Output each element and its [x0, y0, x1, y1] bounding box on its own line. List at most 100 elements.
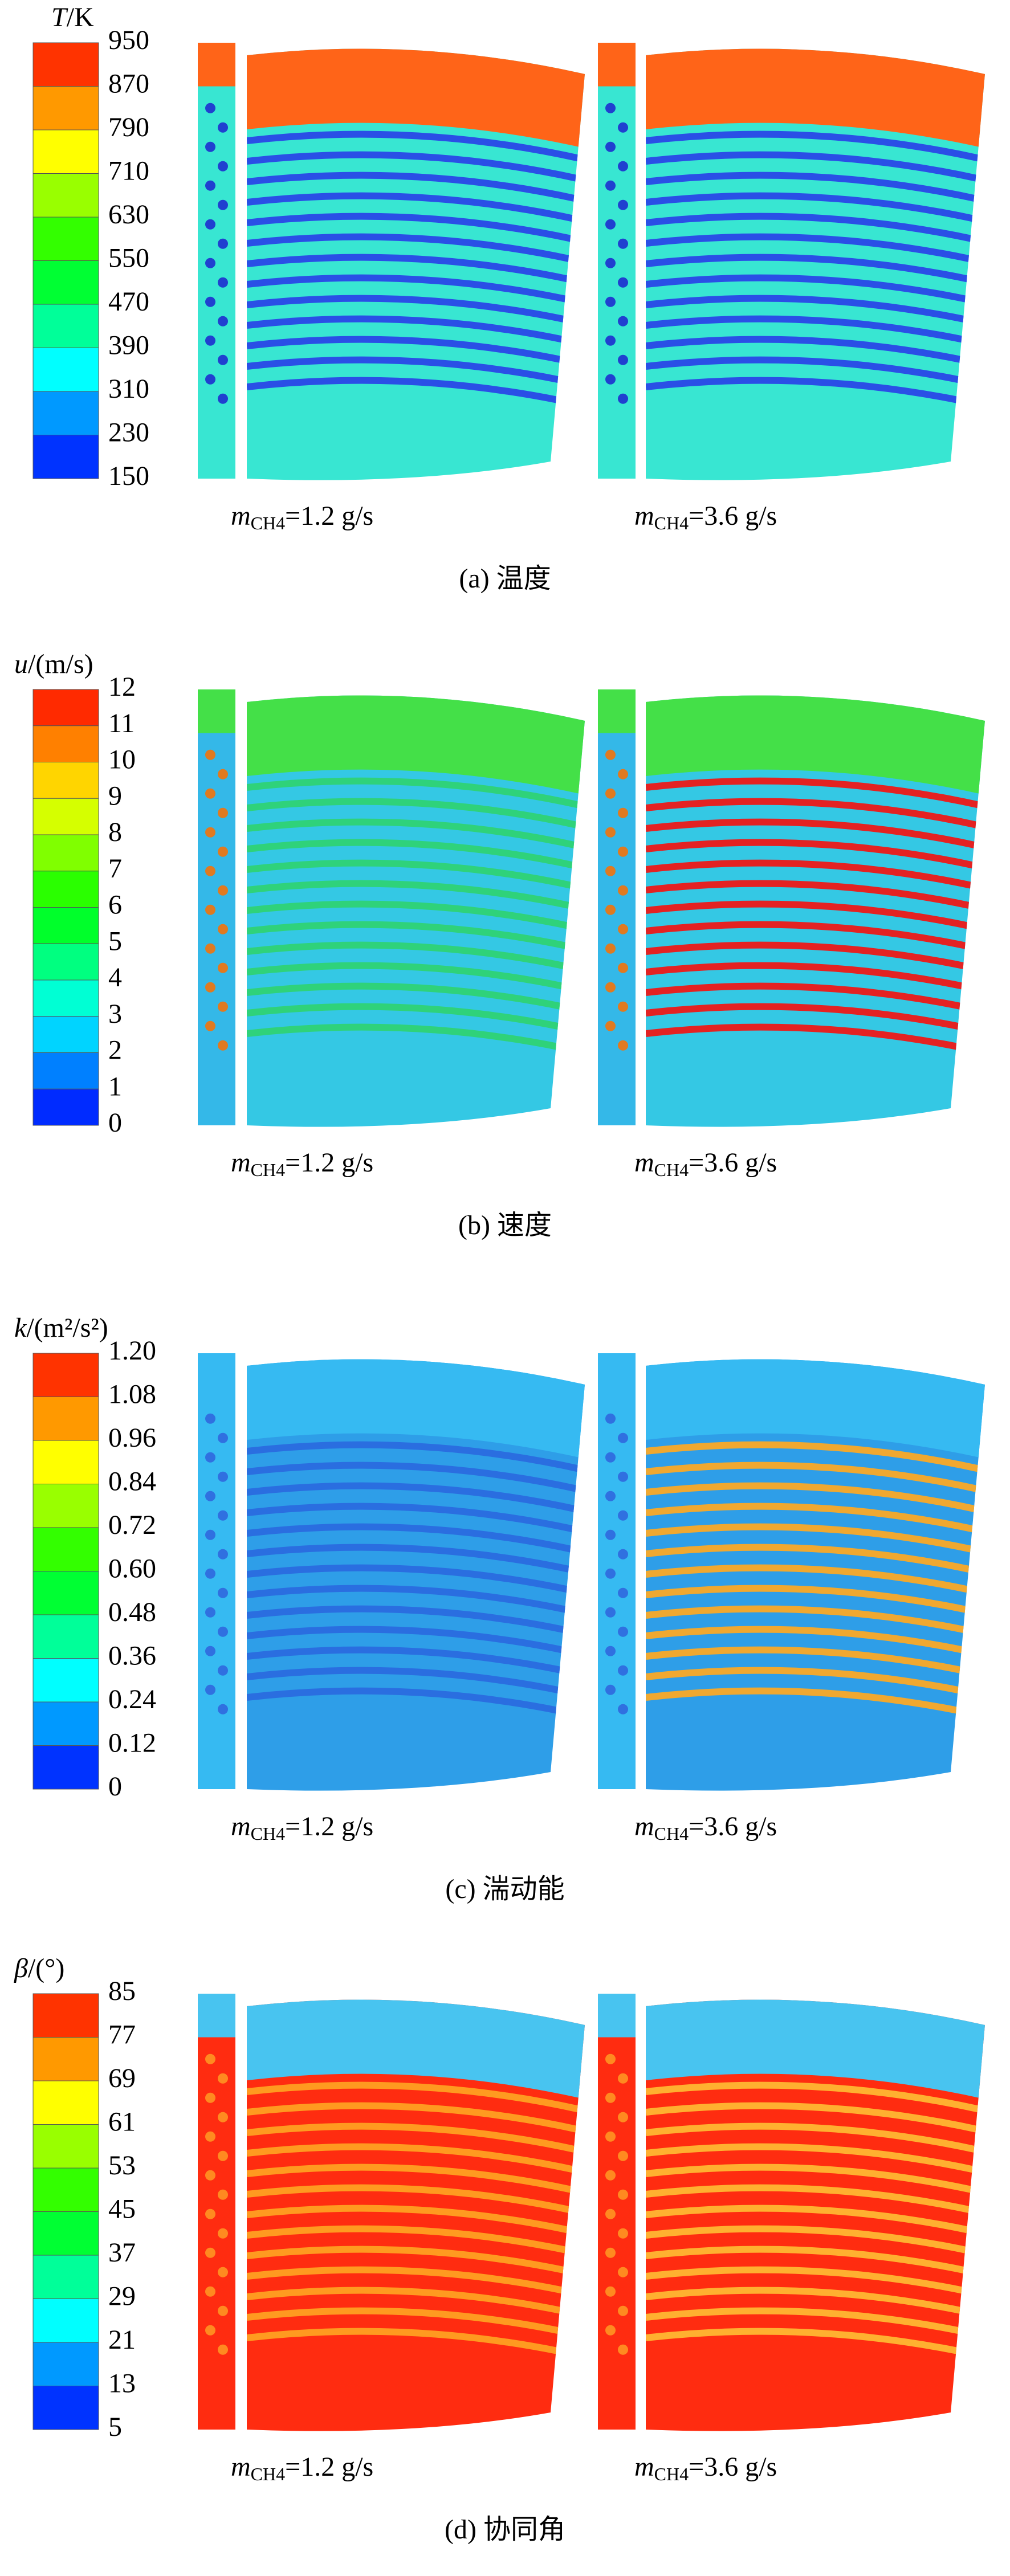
contour-strip [198, 1353, 235, 1789]
colorbar-label: 37 [108, 2238, 136, 2268]
strip-top [598, 689, 636, 733]
colorbar-label: 77 [108, 2020, 136, 2050]
strip-dot [218, 316, 228, 326]
colorbar-band [32, 86, 99, 130]
case-symbol: m [634, 1148, 654, 1178]
sector-stripe [646, 2184, 985, 2216]
contour-strip [598, 1994, 636, 2430]
strip-dot [205, 827, 215, 838]
colorbar-unit: /K [67, 2, 94, 32]
colorbar-symbol: u [14, 649, 28, 679]
sector-stripe [247, 880, 585, 912]
strip-dot [618, 238, 628, 249]
colorbar-label: 790 [108, 112, 149, 142]
colorbar-band [32, 217, 99, 261]
strip-dot [605, 103, 616, 113]
sector-top-band [247, 1999, 585, 2100]
strip-dot [205, 2170, 215, 2181]
strip-dot [605, 141, 616, 152]
colorbar-title: T/K [51, 2, 94, 32]
sector-stripe [247, 1023, 585, 1056]
strip-dot [205, 219, 215, 230]
strip-dot [218, 161, 228, 172]
colorbar-label: 10 [108, 745, 136, 775]
colorbar-label: 29 [108, 2281, 136, 2312]
sector-stripe [247, 2163, 585, 2196]
strip-dot [605, 866, 616, 876]
colorbar-band [32, 1614, 99, 1659]
contour-sector [247, 1359, 585, 1791]
case-label: mCH4=3.6 g/s [634, 1811, 777, 1844]
strip-dot [205, 1646, 215, 1656]
colorbar-band [32, 762, 99, 799]
colorbar-label: 0 [108, 1108, 122, 1138]
sector-stripe [646, 1687, 985, 1720]
strip-dot [218, 2189, 228, 2200]
sector-stripe [646, 315, 985, 348]
case-label: mCH4=3.6 g/s [634, 2452, 777, 2484]
case-symbol: m [634, 2452, 654, 2482]
sector-stripe [247, 2102, 585, 2134]
strip-dot [218, 1432, 228, 1443]
strip-dot [205, 1452, 215, 1463]
sector-stripe [646, 192, 985, 224]
case-label: mCH4=1.2 g/s [231, 501, 373, 533]
colorbar-band [32, 1658, 99, 1703]
sector-stripe [247, 2246, 585, 2278]
case-symbol: m [231, 501, 251, 531]
sector-stripe [247, 2081, 585, 2114]
strip-dot [618, 2112, 628, 2122]
sector-stripe [646, 1003, 985, 1035]
strip-dot [205, 374, 215, 385]
colorbar-band [32, 2255, 99, 2299]
sector-stripe [646, 839, 985, 871]
colorbar-label: 0.72 [108, 1510, 156, 1540]
colorbar-label: 630 [108, 199, 149, 230]
colorbar-band [32, 2386, 99, 2430]
colorbar-label: 390 [108, 330, 149, 361]
colorbar-label: 5 [108, 926, 122, 956]
colorbar-title: β/(°) [14, 1953, 64, 1983]
strip-dot [605, 1491, 616, 1501]
strip-dot [218, 807, 228, 818]
contour-strip [198, 689, 235, 1125]
colorbar-band [32, 348, 99, 392]
sector-stripe [646, 1544, 985, 1576]
case-symbol: m [634, 1811, 654, 1842]
strip-top [198, 1353, 235, 1397]
colorbar-band [32, 871, 99, 908]
colorbar-band [32, 2211, 99, 2256]
case-subscript: CH4 [251, 2464, 285, 2484]
sector-stripe [646, 1023, 985, 1056]
strip-dot [205, 1684, 215, 1695]
sector-stripe [646, 1667, 985, 1699]
strip-dot [218, 393, 228, 404]
strip-dot [605, 2247, 616, 2258]
strip-dot [218, 354, 228, 365]
strip-dot [605, 1529, 616, 1540]
case-subscript: CH4 [654, 513, 689, 533]
sector-stripe [646, 880, 985, 912]
colorbar-band [32, 1397, 99, 1441]
sector-stripe [247, 1523, 585, 1556]
strip-dot [218, 1510, 228, 1521]
strip-dot [605, 749, 616, 760]
caption: (b) 速度 [458, 1210, 552, 1240]
colorbar-symbol: k [14, 1313, 27, 1343]
sector-stripe [646, 336, 985, 368]
case-symbol: m [231, 1811, 251, 1842]
sector-stripe [247, 1003, 585, 1035]
colorbar-label: 0.60 [108, 1554, 156, 1584]
sector-stripe [247, 1503, 585, 1535]
strip-dot [605, 1568, 616, 1579]
colorbar-band [32, 173, 99, 218]
colorbar-label: 230 [108, 418, 149, 448]
strip-dot [218, 885, 228, 896]
colorbar-label: 1 [108, 1071, 122, 1101]
sector-stripe [247, 172, 585, 204]
colorbar-label: 11 [108, 708, 135, 738]
case-text: =1.2 g/s [285, 501, 373, 531]
strip-dot [205, 103, 215, 113]
sector-top-band [646, 695, 985, 795]
